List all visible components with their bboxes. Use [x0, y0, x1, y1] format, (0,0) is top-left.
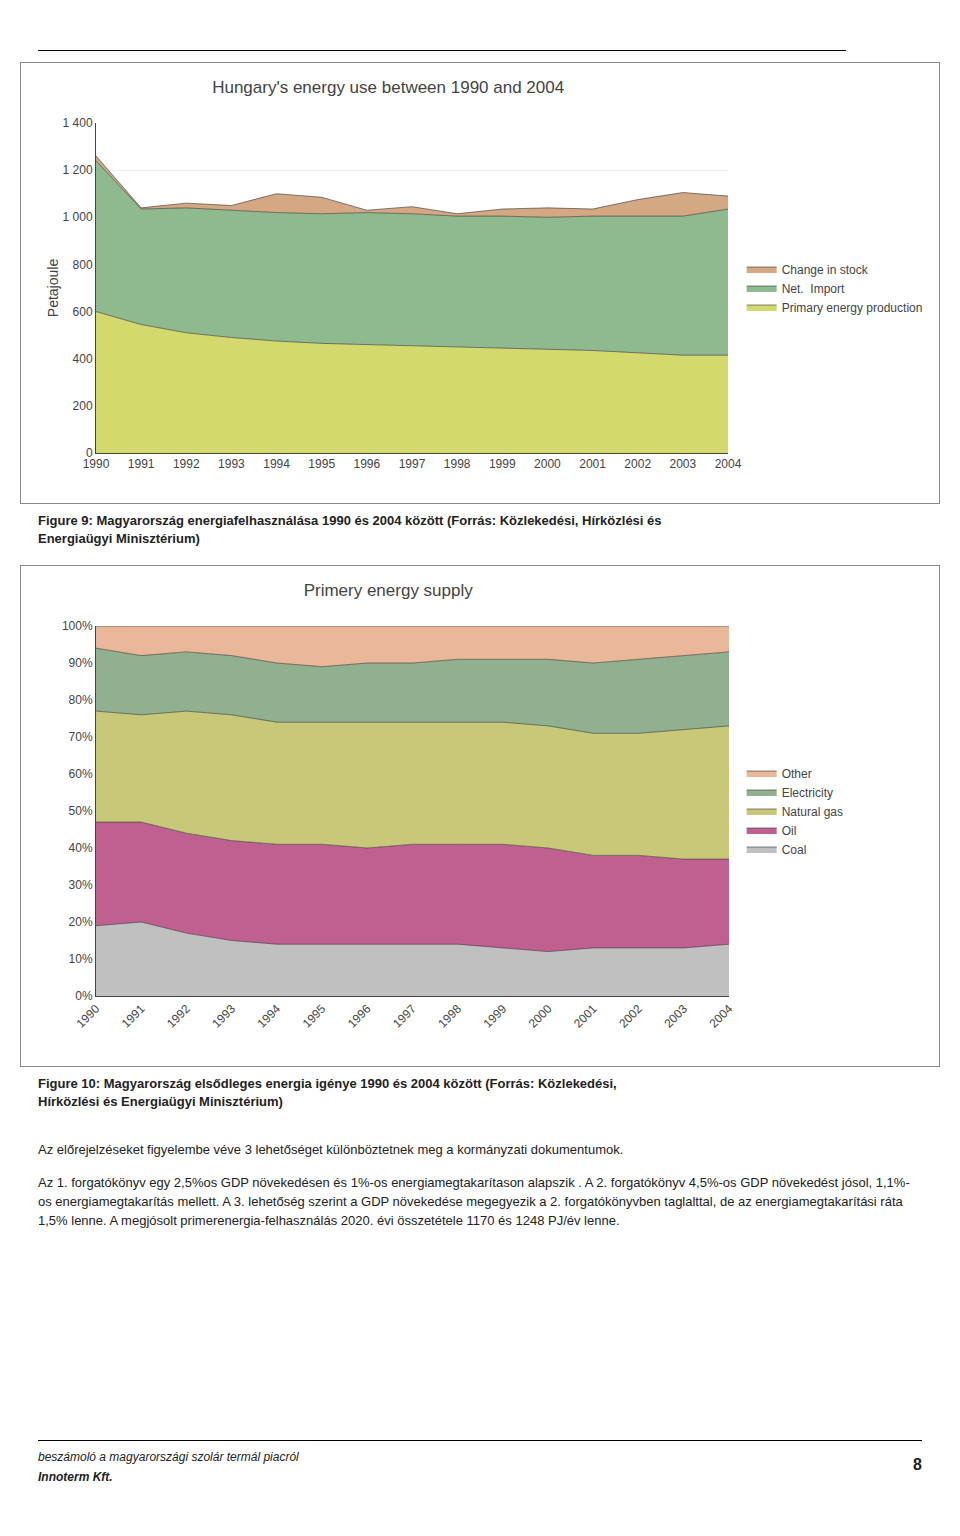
- svg-text:60%: 60%: [69, 767, 93, 781]
- svg-text:Net. Import: Net. Import: [782, 282, 845, 296]
- svg-text:1999: 1999: [481, 1002, 510, 1031]
- svg-text:1990: 1990: [83, 457, 110, 471]
- svg-text:2004: 2004: [715, 457, 742, 471]
- svg-text:1996: 1996: [345, 1002, 374, 1031]
- svg-text:Natural gas: Natural gas: [782, 805, 843, 819]
- svg-text:1996: 1996: [354, 457, 381, 471]
- svg-text:1992: 1992: [164, 1002, 193, 1031]
- svg-text:2001: 2001: [571, 1002, 600, 1031]
- svg-text:90%: 90%: [69, 656, 93, 670]
- svg-text:1 200: 1 200: [63, 163, 93, 177]
- svg-text:Primary energy production: Primary energy production: [782, 301, 923, 315]
- html-text:Az előrejelzéseket figyelembe: Az előrejelzéseket figyelembe véve 3 leh…: [38, 1142, 624, 1157]
- svg-text:2001: 2001: [579, 457, 606, 471]
- svg-text:1994: 1994: [263, 457, 290, 471]
- html-text:beszámoló a magyarországi szol: beszámoló a magyarországi szolár termál …: [38, 1450, 299, 1464]
- svg-text:50%: 50%: [69, 804, 93, 818]
- svg-text:400: 400: [73, 352, 93, 366]
- svg-text:1999: 1999: [489, 457, 516, 471]
- svg-text:1994: 1994: [254, 1002, 283, 1031]
- svg-text:1 000: 1 000: [63, 210, 93, 224]
- svg-text:2000: 2000: [526, 1002, 555, 1031]
- svg-text:Hungary's energy use between 1: Hungary's energy use between 1990 and 20…: [212, 78, 564, 97]
- svg-text:1991: 1991: [119, 1002, 148, 1031]
- html-text:Figure 10: Magyarország elsődl: Figure 10: Magyarország elsődleges energ…: [38, 1076, 617, 1091]
- svg-text:2004: 2004: [707, 1002, 736, 1031]
- svg-text:2002: 2002: [616, 1002, 645, 1031]
- svg-text:2003: 2003: [670, 457, 697, 471]
- svg-text:2002: 2002: [624, 457, 651, 471]
- svg-text:1992: 1992: [173, 457, 200, 471]
- svg-text:10%: 10%: [69, 952, 93, 966]
- html-text:Hírközlési és Energiaügyi Mini: Hírközlési és Energiaügyi Minisztérium): [38, 1094, 283, 1109]
- html-text:Innoterm Kft.: Innoterm Kft.: [38, 1470, 113, 1484]
- svg-text:Oil: Oil: [782, 824, 797, 838]
- svg-text:2000: 2000: [534, 457, 561, 471]
- svg-text:0%: 0%: [75, 989, 93, 1003]
- svg-text:1990: 1990: [74, 1002, 103, 1031]
- svg-text:1998: 1998: [444, 457, 471, 471]
- svg-text:1997: 1997: [399, 457, 426, 471]
- svg-text:70%: 70%: [69, 730, 93, 744]
- svg-text:100%: 100%: [62, 619, 93, 633]
- svg-text:1993: 1993: [209, 1002, 238, 1031]
- html-text:8: 8: [913, 1456, 922, 1473]
- svg-text:Petajoule: Petajoule: [45, 259, 61, 318]
- svg-text:1998: 1998: [435, 1002, 464, 1031]
- svg-text:800: 800: [73, 258, 93, 272]
- svg-text:600: 600: [73, 305, 93, 319]
- svg-text:1995: 1995: [300, 1002, 329, 1031]
- svg-text:Change in stock: Change in stock: [782, 263, 869, 277]
- svg-text:2003: 2003: [661, 1002, 690, 1031]
- svg-text:1993: 1993: [218, 457, 245, 471]
- svg-text:Coal: Coal: [782, 843, 807, 857]
- svg-text:Electricity: Electricity: [782, 786, 833, 800]
- svg-text:200: 200: [73, 399, 93, 413]
- svg-text:1 400: 1 400: [63, 116, 93, 130]
- html-text:Figure 9: Magyarország energia: Figure 9: Magyarország energiafelhasznál…: [38, 513, 662, 528]
- svg-text:1997: 1997: [390, 1002, 419, 1031]
- svg-text:1991: 1991: [128, 457, 155, 471]
- svg-text:40%: 40%: [69, 841, 93, 855]
- svg-text:1995: 1995: [308, 457, 335, 471]
- svg-text:80%: 80%: [69, 693, 93, 707]
- html-text:Az 1. forgatókönyv egy 2,5%os: Az 1. forgatókönyv egy 2,5%os GDP növeke…: [38, 1175, 910, 1228]
- svg-text:30%: 30%: [69, 878, 93, 892]
- svg-text:Other: Other: [782, 767, 812, 781]
- html-text:Energiaügyi Minisztérium): Energiaügyi Minisztérium): [38, 531, 200, 546]
- svg-text:20%: 20%: [69, 915, 93, 929]
- svg-text:0: 0: [86, 446, 93, 460]
- svg-text:Primery energy supply: Primery energy supply: [304, 581, 474, 600]
